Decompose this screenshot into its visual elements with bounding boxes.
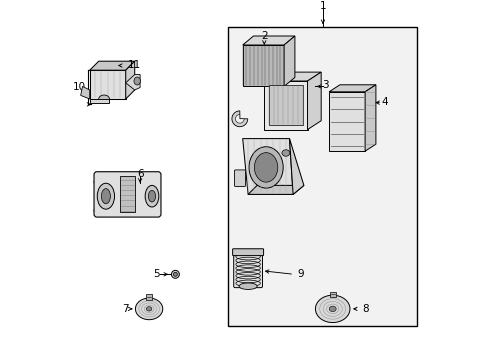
Text: 10: 10 [72, 82, 85, 93]
Polygon shape [125, 75, 140, 90]
Ellipse shape [134, 77, 140, 85]
Text: 1: 1 [319, 1, 325, 11]
Polygon shape [264, 81, 307, 130]
Polygon shape [89, 70, 125, 99]
Polygon shape [268, 85, 303, 125]
Text: 6: 6 [137, 169, 143, 179]
Bar [146, 294, 152, 300]
Text: 5: 5 [153, 269, 159, 279]
Ellipse shape [99, 95, 109, 103]
Ellipse shape [239, 283, 257, 289]
Bar [120, 176, 134, 212]
Text: 11: 11 [127, 60, 141, 70]
Bar [329, 292, 335, 297]
Polygon shape [307, 72, 321, 130]
Ellipse shape [145, 185, 159, 207]
Polygon shape [284, 36, 294, 86]
FancyBboxPatch shape [232, 249, 263, 256]
FancyBboxPatch shape [233, 252, 262, 288]
Text: 2: 2 [261, 31, 267, 41]
Text: 7: 7 [122, 304, 128, 314]
FancyBboxPatch shape [94, 172, 161, 217]
Text: 9: 9 [297, 269, 304, 279]
Ellipse shape [328, 306, 335, 312]
Polygon shape [125, 61, 134, 99]
Polygon shape [242, 36, 294, 45]
Ellipse shape [173, 272, 177, 276]
Ellipse shape [315, 295, 349, 323]
Wedge shape [235, 114, 244, 123]
Polygon shape [328, 92, 365, 151]
Ellipse shape [171, 270, 179, 278]
FancyBboxPatch shape [234, 170, 245, 186]
Polygon shape [89, 99, 109, 103]
Ellipse shape [248, 147, 283, 188]
Ellipse shape [146, 307, 152, 311]
Polygon shape [264, 72, 321, 81]
Polygon shape [365, 85, 375, 151]
Ellipse shape [135, 298, 163, 320]
Ellipse shape [101, 189, 110, 204]
Ellipse shape [282, 150, 289, 156]
Polygon shape [81, 86, 89, 99]
Polygon shape [328, 85, 375, 92]
Polygon shape [242, 139, 292, 194]
Ellipse shape [148, 190, 155, 202]
Text: 8: 8 [362, 304, 368, 314]
Bar [228, 27, 416, 326]
Text: 4: 4 [381, 97, 387, 107]
Text: 3: 3 [322, 80, 328, 90]
Ellipse shape [97, 183, 114, 209]
Polygon shape [242, 45, 284, 86]
Wedge shape [231, 111, 247, 127]
Ellipse shape [254, 153, 277, 182]
Polygon shape [289, 139, 303, 194]
Polygon shape [89, 61, 134, 70]
Polygon shape [247, 185, 303, 194]
